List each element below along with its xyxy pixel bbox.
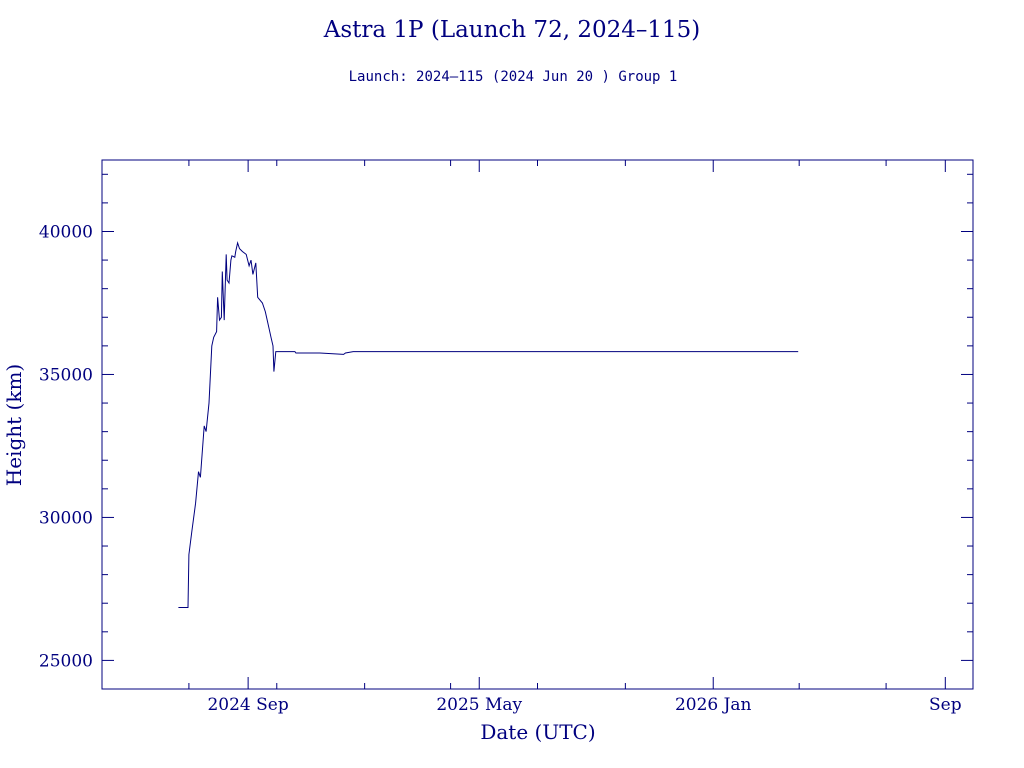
y-tick-label: 40000 [39,222,93,242]
series-line [178,241,799,608]
y-tick-label: 35000 [39,365,93,385]
x-axis-label: Date (UTC) [480,720,595,744]
chart-subtitle: Launch: 2024–115 (2024 Jun 20 ) Group 1 [349,69,678,85]
x-axis-tick-labels: 2024 Sep 2025 May 2026 Jan Sep [207,695,961,715]
x-tick-label: 2025 May [436,695,522,715]
x-tick-label: 2026 Jan [675,695,752,715]
x-tick-label: Sep [929,695,962,715]
y-axis-label: Height (km) [2,364,26,486]
chart-title: Astra 1P (Launch 72, 2024–115) [323,17,700,43]
x-tick-label: 2024 Sep [207,695,288,715]
y-tick-label: 30000 [39,508,93,528]
y-axis-tick-labels: 25000 30000 35000 40000 [39,222,93,671]
axis-ticks [102,160,973,690]
y-tick-label: 25000 [39,651,93,671]
plot-frame [101,159,974,690]
